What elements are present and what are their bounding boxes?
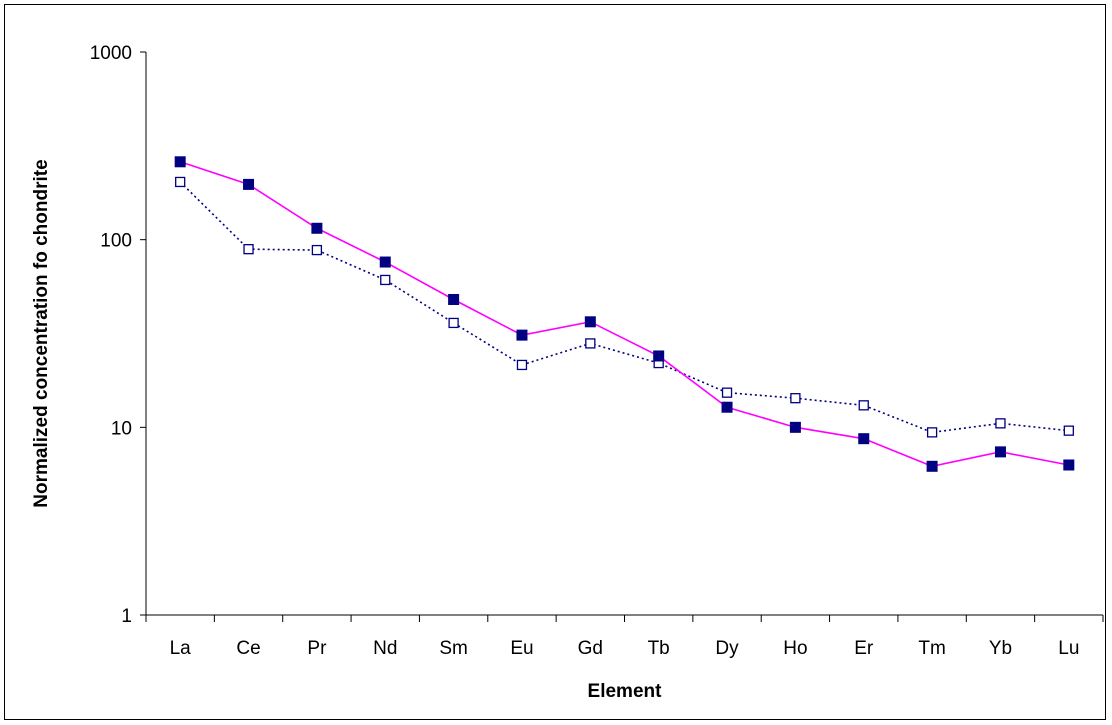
- data-point: [926, 427, 938, 438]
- data-point: [175, 176, 186, 188]
- y-tick-label: 100: [100, 231, 132, 252]
- data-point: [380, 274, 391, 286]
- data-point: [1063, 459, 1075, 471]
- x-tick-label: Gd: [578, 638, 603, 659]
- x-tick-label: Sm: [439, 638, 468, 659]
- data-point: [858, 433, 870, 445]
- data-point: [584, 316, 596, 328]
- y-tick-label: 1: [121, 606, 132, 627]
- data-point: [516, 329, 528, 341]
- chart-area: 1 10 100 1000 La Ce Pr Nd Sm Eu Gd Tb Dy Ho Er Tm Yb Lu …: [4, 4, 1106, 720]
- data-point: [448, 317, 459, 329]
- x-axis-title: Element: [588, 681, 663, 702]
- data-point: [995, 418, 1006, 429]
- data-point: [721, 387, 733, 398]
- x-tick-label: Er: [854, 638, 874, 659]
- data-point: [311, 222, 323, 234]
- y-tick-label: 10: [111, 418, 132, 439]
- x-axis: La Ce Pr Nd Sm Eu Gd Tb Dy Ho Er Tm Yb Lu: [145, 614, 1104, 659]
- x-tick-label: Tb: [648, 638, 670, 659]
- x-tick-label: Pr: [307, 638, 327, 659]
- series-layer: [174, 156, 1075, 472]
- data-point: [448, 293, 460, 305]
- data-point: [789, 421, 801, 433]
- data-point: [858, 400, 869, 411]
- data-point: [516, 359, 528, 371]
- x-tick-label: Ce: [236, 638, 260, 659]
- series-1: [174, 156, 1075, 472]
- data-point: [379, 256, 391, 268]
- data-point: [243, 178, 255, 190]
- data-point: [994, 446, 1006, 458]
- data-point: [585, 338, 596, 349]
- y-tick-label: 1000: [90, 43, 132, 64]
- data-point: [721, 401, 733, 413]
- x-tick-label: Eu: [510, 638, 533, 659]
- series-line: [179, 181, 1069, 434]
- data-point: [790, 393, 801, 404]
- series-line: [179, 161, 1069, 468]
- data-point: [926, 460, 938, 472]
- x-tick-label: Lu: [1058, 638, 1079, 659]
- y-axis-title: Normalized concentration fo chondrite: [31, 159, 52, 507]
- x-tick-label: Yb: [989, 638, 1012, 659]
- data-point: [1063, 425, 1074, 436]
- x-tick-label: Nd: [373, 638, 397, 659]
- x-tick-label: La: [170, 638, 192, 659]
- data-point: [243, 244, 254, 255]
- data-point: [311, 244, 323, 256]
- x-tick-label: Ho: [783, 638, 807, 659]
- series-2: [175, 176, 1074, 438]
- x-tick-label: Tm: [918, 638, 945, 659]
- x-tick-label: Dy: [715, 638, 739, 659]
- data-point: [174, 156, 186, 168]
- data-point: [653, 350, 665, 362]
- y-axis: 1 10 100 1000: [90, 43, 147, 627]
